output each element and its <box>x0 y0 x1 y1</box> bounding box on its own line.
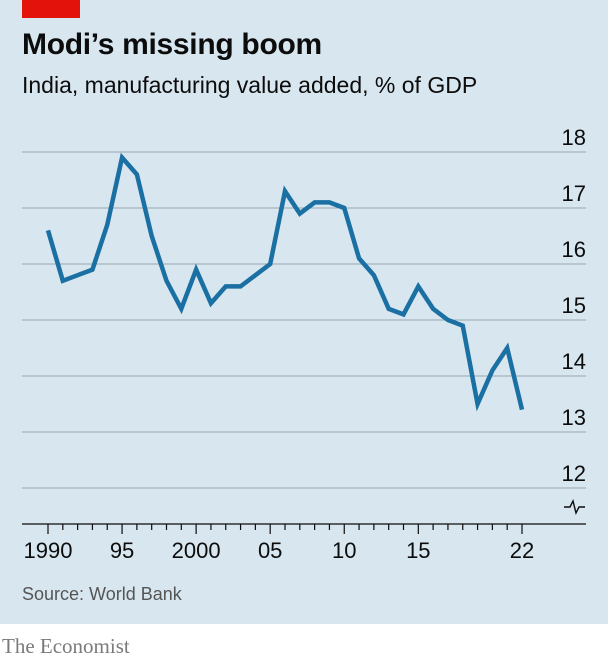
y-tick-label-17: 17 <box>562 181 586 206</box>
chart-title: Modi’s missing boom <box>22 28 322 61</box>
x-tick-label-22: 22 <box>510 538 534 563</box>
y-tick-label-14: 14 <box>562 349 586 374</box>
x-tick-label-95: 95 <box>110 538 134 563</box>
y-tick-label-15: 15 <box>562 293 586 318</box>
y-tick-label-18: 18 <box>562 125 586 150</box>
y-tick-label-12: 12 <box>562 461 586 486</box>
x-tick-label-10: 10 <box>332 538 356 563</box>
publication-brand: The Economist <box>2 634 130 658</box>
source-note: Source: World Bank <box>22 584 182 604</box>
y-tick-label-13: 13 <box>562 405 586 430</box>
series-line-0 <box>45 152 525 412</box>
y-tick-label-16: 16 <box>562 237 586 262</box>
x-tick-label-15: 15 <box>406 538 430 563</box>
x-tick-label-1990: 1990 <box>24 538 73 563</box>
x-tick-label-2000: 2000 <box>172 538 221 563</box>
chart-panel: Modi’s missing boom India, manufacturing… <box>0 0 608 624</box>
line-chart: 12 13 14 15 16 17 18 1990 95 2000 05 10 15 22 <box>22 125 586 563</box>
brand-red-tag <box>22 0 80 18</box>
x-tick-label-05: 05 <box>258 538 282 563</box>
axis-break-symbol <box>564 498 585 516</box>
chart-subtitle: India, manufacturing value added, % of G… <box>22 72 478 98</box>
